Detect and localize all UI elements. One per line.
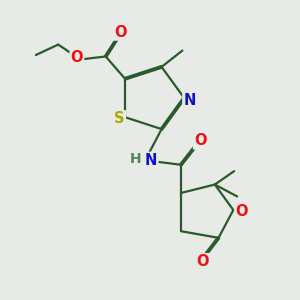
Text: O: O — [70, 50, 83, 65]
Text: H: H — [130, 152, 142, 166]
Text: S: S — [114, 111, 125, 126]
Text: O: O — [196, 254, 208, 269]
Text: N: N — [145, 153, 158, 168]
Text: O: O — [194, 134, 206, 148]
Text: O: O — [114, 25, 127, 40]
Text: N: N — [183, 93, 196, 108]
Text: O: O — [236, 204, 248, 219]
